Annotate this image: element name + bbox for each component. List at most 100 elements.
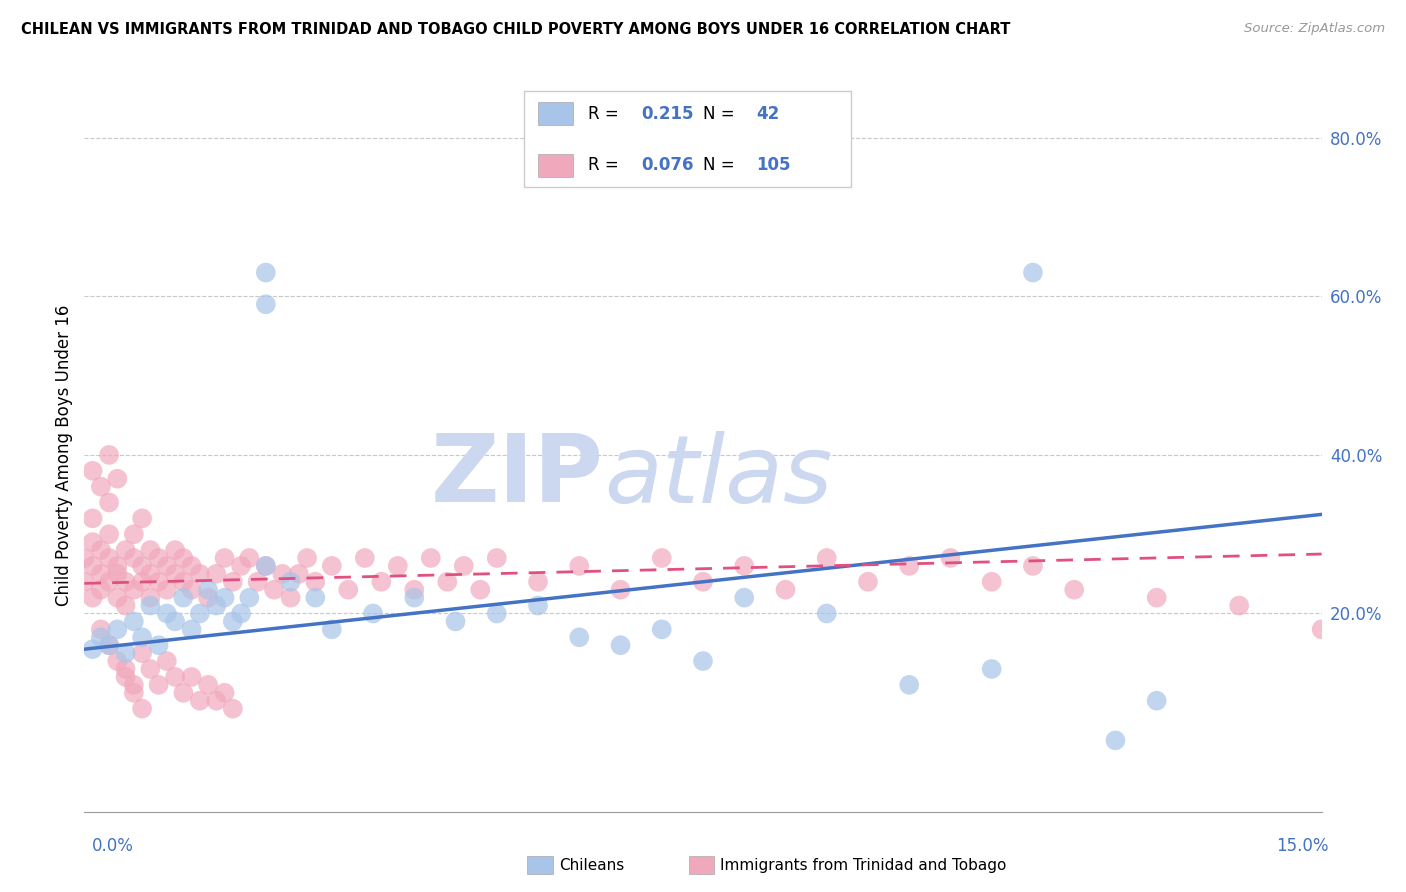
Point — [856, 574, 879, 589]
Point — [180, 582, 202, 597]
Point — [733, 558, 755, 573]
Point — [1063, 582, 1085, 597]
Text: CHILEAN VS IMMIGRANTS FROM TRINIDAD AND TOBAGO CHILD POVERTY AMONG BOYS UNDER 16: CHILEAN VS IMMIGRANTS FROM TRINIDAD AND … — [21, 22, 1011, 37]
Point — [815, 607, 838, 621]
Point — [651, 623, 673, 637]
Point — [131, 511, 153, 525]
Point — [90, 543, 112, 558]
Point — [172, 574, 194, 589]
Point — [527, 574, 550, 589]
Point — [188, 566, 211, 581]
Point — [453, 558, 475, 573]
Point — [205, 599, 228, 613]
Point — [172, 591, 194, 605]
Point — [90, 566, 112, 581]
Text: 105: 105 — [756, 156, 790, 174]
Point — [815, 551, 838, 566]
Point — [139, 591, 162, 605]
Point — [122, 551, 145, 566]
Point — [238, 591, 260, 605]
Point — [197, 678, 219, 692]
Point — [82, 558, 104, 573]
FancyBboxPatch shape — [523, 91, 852, 187]
Point — [898, 678, 921, 692]
Point — [692, 574, 714, 589]
Point — [436, 574, 458, 589]
Point — [105, 472, 128, 486]
Point — [246, 574, 269, 589]
Point — [165, 670, 187, 684]
Point — [609, 638, 631, 652]
Point — [105, 654, 128, 668]
Point — [114, 574, 136, 589]
Point — [361, 607, 384, 621]
Point — [444, 615, 467, 629]
Point — [419, 551, 441, 566]
Point — [1146, 591, 1168, 605]
Text: atlas: atlas — [605, 431, 832, 522]
Point — [1227, 599, 1250, 613]
Point — [105, 566, 128, 581]
Point — [404, 582, 426, 597]
Point — [98, 574, 121, 589]
Point — [238, 551, 260, 566]
Point — [214, 686, 236, 700]
Point — [82, 464, 104, 478]
Point — [139, 599, 162, 613]
Point — [165, 615, 187, 629]
Point — [90, 582, 112, 597]
Point — [98, 638, 121, 652]
Point — [180, 558, 202, 573]
Point — [1022, 558, 1045, 573]
Point — [188, 607, 211, 621]
Point — [485, 551, 508, 566]
Point — [733, 591, 755, 605]
Point — [82, 511, 104, 525]
Point — [165, 543, 187, 558]
Point — [114, 646, 136, 660]
FancyBboxPatch shape — [538, 153, 574, 177]
Point — [148, 678, 170, 692]
Point — [254, 297, 277, 311]
Point — [82, 591, 104, 605]
Point — [122, 686, 145, 700]
Point — [651, 551, 673, 566]
Point — [485, 607, 508, 621]
Point — [148, 574, 170, 589]
Text: ZIP: ZIP — [432, 430, 605, 523]
Point — [353, 551, 375, 566]
Point — [288, 566, 311, 581]
Point — [404, 591, 426, 605]
Point — [898, 558, 921, 573]
Point — [156, 558, 179, 573]
Point — [98, 448, 121, 462]
Point — [263, 582, 285, 597]
Point — [271, 566, 294, 581]
Point — [105, 591, 128, 605]
Point — [180, 670, 202, 684]
Point — [131, 646, 153, 660]
Point — [148, 551, 170, 566]
Point — [105, 623, 128, 637]
Point — [321, 623, 343, 637]
Point — [197, 582, 219, 597]
Point — [337, 582, 360, 597]
Point — [205, 566, 228, 581]
Point — [229, 607, 252, 621]
Text: 0.0%: 0.0% — [91, 837, 134, 855]
Point — [1104, 733, 1126, 747]
Point — [122, 615, 145, 629]
Point — [114, 670, 136, 684]
Point — [370, 574, 392, 589]
Point — [114, 662, 136, 676]
Text: Immigrants from Trinidad and Tobago: Immigrants from Trinidad and Tobago — [720, 858, 1007, 872]
Point — [321, 558, 343, 573]
Point — [131, 630, 153, 644]
Point — [122, 527, 145, 541]
Point — [90, 630, 112, 644]
Point — [90, 480, 112, 494]
Point — [527, 599, 550, 613]
Point — [73, 574, 96, 589]
Point — [180, 623, 202, 637]
Y-axis label: Child Poverty Among Boys Under 16: Child Poverty Among Boys Under 16 — [55, 304, 73, 606]
